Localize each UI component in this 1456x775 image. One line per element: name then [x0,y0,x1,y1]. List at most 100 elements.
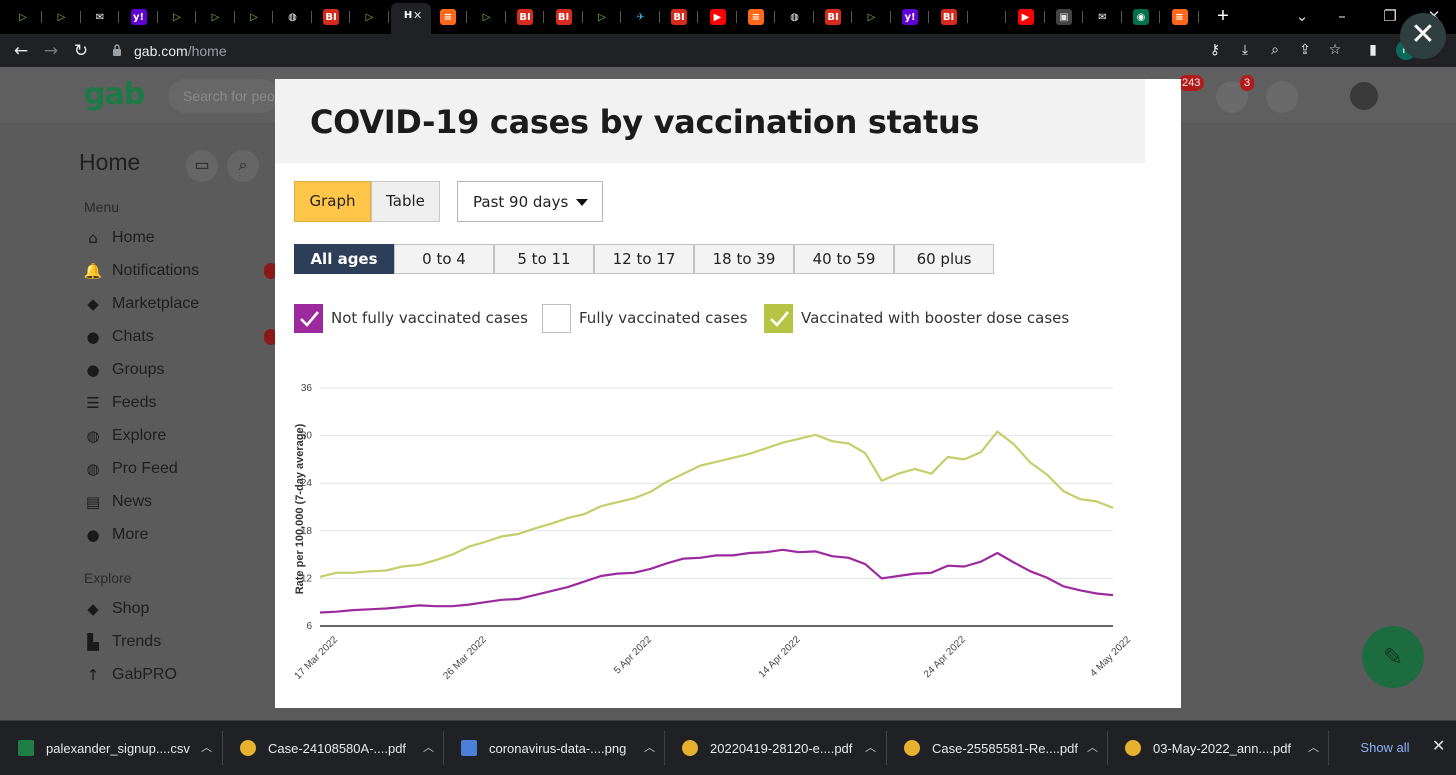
sidebar-item-gabpro[interactable]: ↑ GabPRO [84,663,177,687]
star-icon[interactable]: ☆ [1328,42,1342,58]
restore-button[interactable]: ❐ [1383,7,1397,25]
back-button[interactable]: ← [13,41,29,61]
browser-tab[interactable]: ▶ [701,5,737,29]
sidebar-item-trends[interactable]: ▙ Trends [84,630,161,654]
age-group-button[interactable]: 12 to 17 [594,244,694,274]
sidebar-item-news[interactable]: ▤ News [84,490,152,514]
legend-checkbox[interactable] [542,303,571,333]
sheet-icon [18,740,34,756]
sidebar-item-explore[interactable]: ◍ Explore [84,424,166,448]
download-item[interactable]: coronavirus-data-....png ︿ [461,721,661,775]
browser-tab[interactable]: ≡ [1163,5,1199,29]
lightbulb-icon[interactable] [1266,81,1298,113]
address-bar[interactable]: gab.com/home [100,38,1196,64]
browser-tab[interactable]: ✈ [624,5,660,29]
sidebar-item-label: Shop [112,600,150,617]
browser-tab[interactable]: ▷ [199,5,235,29]
legend-checkbox-item[interactable]: Fully vaccinated cases [542,303,747,333]
tv-icon[interactable]: ▭ [186,150,218,182]
user-avatar[interactable] [1350,82,1378,110]
show-all-downloads-button[interactable]: Show all [1360,740,1410,755]
browser-tab[interactable]: BI [314,5,350,29]
compose-button[interactable]: ✎ [1362,626,1424,688]
browser-tab[interactable]: ✉ [83,5,119,29]
browser-tab[interactable]: ≡ [431,5,467,29]
age-group-button[interactable]: 60 plus [894,244,994,274]
forward-button[interactable]: → [43,41,59,61]
share-icon[interactable]: ⇪ [1299,42,1311,58]
browser-tab[interactable]: ✉ [1086,5,1122,29]
downloads-close-icon[interactable]: ✕ [1432,736,1446,755]
chevron-up-icon[interactable]: ︿ [1087,741,1098,754]
table-view-button[interactable]: Table [371,181,440,222]
download-item[interactable]: 03-May-2022_ann....pdf ︿ [1125,721,1325,775]
graph-view-button[interactable]: Graph [294,181,371,222]
install-icon[interactable]: ⤓ [1241,42,1249,58]
minimize-button[interactable]: – [1338,7,1346,25]
chevron-up-icon[interactable]: ︿ [644,741,655,754]
sidebar-item-more[interactable]: ● More [84,523,148,547]
browser-tab[interactable]: ▷ [353,5,389,29]
gab-logo[interactable]: gab [84,77,145,112]
browser-tab[interactable] [970,5,1006,29]
tab-search-icon[interactable]: ⌄ [1295,7,1309,25]
browser-tab[interactable]: ▷ [160,5,196,29]
zoom-icon[interactable]: ⌕ [1271,42,1279,58]
close-tab-icon[interactable]: ✕ [413,9,423,22]
sidebar-item-pro-feed[interactable]: ◍ Pro Feed [84,457,177,481]
new-tab-button[interactable]: + [1217,5,1229,27]
legend-checkbox-item[interactable]: Vaccinated with booster dose cases [764,303,1069,333]
browser-tab[interactable]: BI [816,5,852,29]
browser-tab[interactable]: ▣ [1047,5,1083,29]
age-group-button[interactable]: All ages [294,244,394,274]
browser-tab[interactable]: ◍ [276,5,312,29]
gab-search-input[interactable]: Search for people [168,79,278,113]
reload-button[interactable]: ↻ [73,41,89,61]
age-group-button[interactable]: 40 to 59 [794,244,894,274]
search-icon[interactable]: ⌕ [227,150,259,182]
chevron-up-icon[interactable]: ︿ [865,741,876,754]
sidebar-item-notifications[interactable]: 🔔 Notifications [84,259,200,283]
sidebar-item-shop[interactable]: ◆ Shop [84,597,149,621]
sidebar-item-groups[interactable]: ● Groups [84,358,164,382]
legend-checkbox[interactable] [294,303,323,333]
browser-tab[interactable]: H ✕ [391,3,431,34]
chevron-up-icon[interactable]: ︿ [201,741,212,754]
browser-tab[interactable]: ▷ [470,5,506,29]
age-group-button[interactable]: 18 to 39 [694,244,794,274]
chevron-up-icon[interactable]: ︿ [423,741,434,754]
browser-tab[interactable]: BI [508,5,544,29]
download-item[interactable]: Case-24108580A-....pdf ︿ [240,721,440,775]
browser-tab[interactable]: BI [932,5,968,29]
download-item[interactable]: 20220419-28120-e....pdf ︿ [682,721,882,775]
browser-tab[interactable]: ◍ [778,5,814,29]
key-icon[interactable]: ⚷ [1209,42,1221,58]
modal-close-button[interactable]: ✕ [1400,13,1446,59]
sidebar-item-chats[interactable]: ● Chats [84,325,153,349]
browser-tab[interactable]: ▷ [237,5,273,29]
browser-tab[interactable]: ◉ [1124,5,1160,29]
browser-tab[interactable]: ▶ [1009,5,1045,29]
chevron-up-icon[interactable]: ︿ [1308,741,1319,754]
browser-tab[interactable]: y! [893,5,929,29]
browser-tab[interactable]: BI [662,5,698,29]
browser-tab[interactable]: ▷ [6,5,42,29]
period-select[interactable]: Past 90 days [457,181,603,222]
download-item[interactable]: Case-25585581-Re....pdf ︿ [904,721,1104,775]
browser-tab[interactable]: y! [122,5,158,29]
sidebar-item-feeds[interactable]: ☰ Feeds [84,391,156,415]
sidepanel-icon[interactable]: ▮ [1369,42,1377,58]
browser-tab[interactable]: ▷ [585,5,621,29]
browser-tab[interactable]: ▷ [855,5,891,29]
browser-tab[interactable]: BI [547,5,583,29]
sidebar-item-marketplace[interactable]: ◆ Marketplace [84,292,199,316]
download-item[interactable]: palexander_signup....csv ︿ [18,721,218,775]
legend-checkbox-item[interactable]: Not fully vaccinated cases [294,303,528,333]
legend-checkbox[interactable] [764,303,793,333]
sidebar-item-home[interactable]: ⌂ Home [84,226,154,250]
age-group-button[interactable]: 5 to 11 [494,244,594,274]
browser-tab[interactable]: ≡ [739,5,775,29]
browser-tab[interactable]: ▷ [45,5,81,29]
globe-icon: ◍ [786,9,803,25]
age-group-button[interactable]: 0 to 4 [394,244,494,274]
